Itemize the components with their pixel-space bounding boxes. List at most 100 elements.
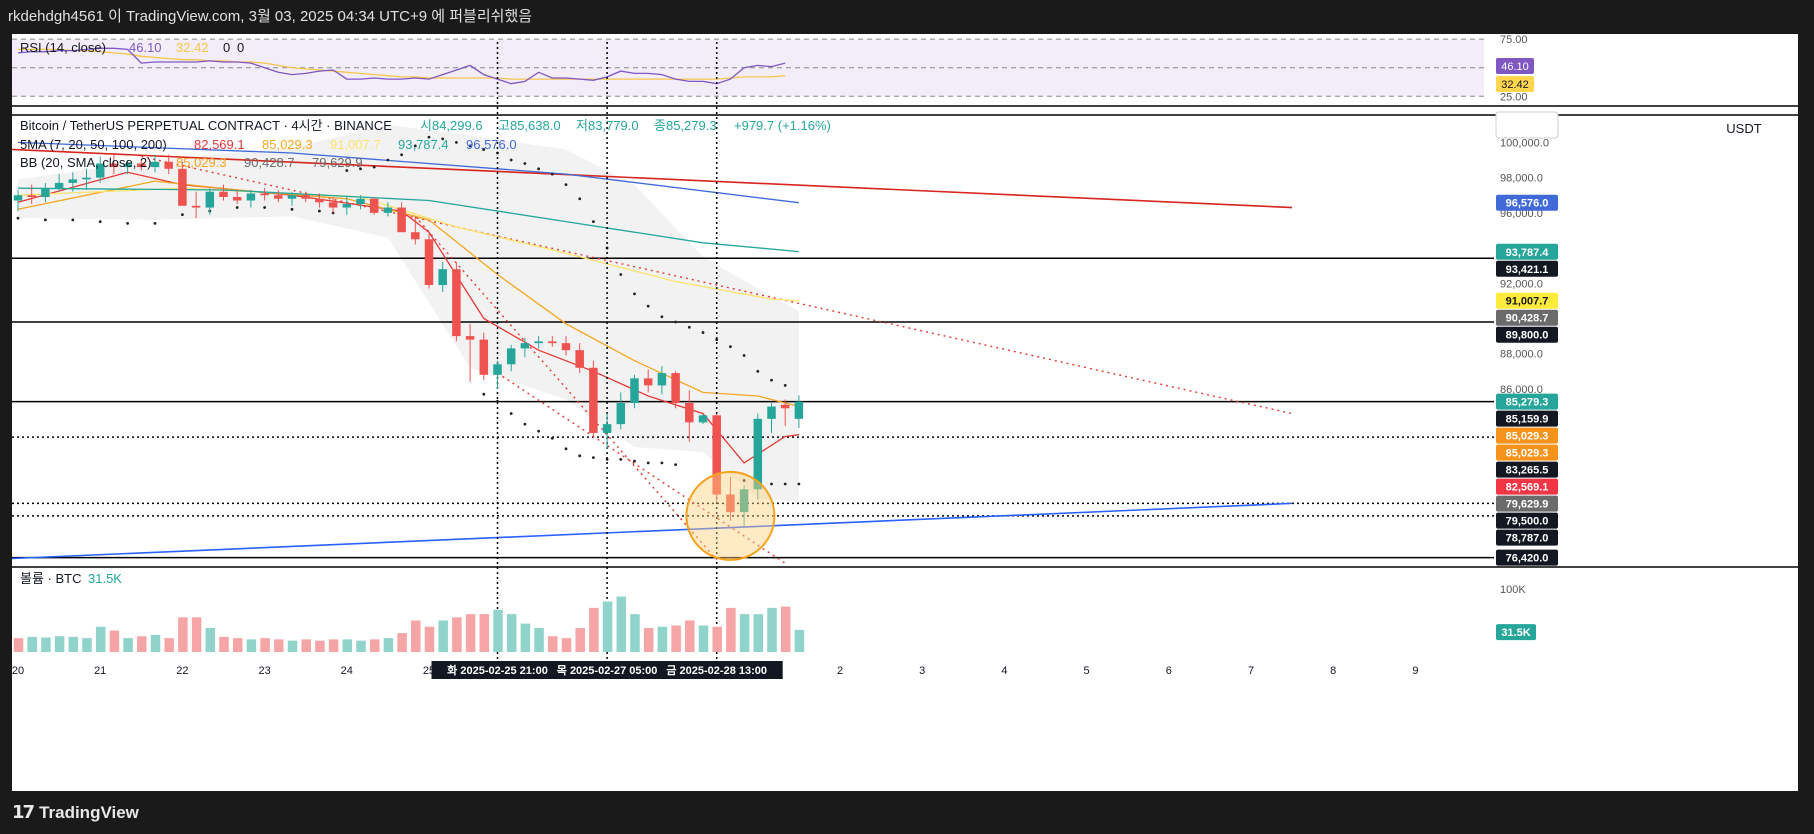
candle-body bbox=[342, 204, 352, 208]
parabolic-sar-dot bbox=[372, 165, 376, 169]
candle-body bbox=[548, 341, 557, 344]
parabolic-sar-dot bbox=[619, 273, 623, 276]
rsi-badge bbox=[1496, 58, 1534, 74]
parabolic-sar-dot bbox=[509, 158, 513, 162]
currency-label[interactable]: USDT bbox=[1726, 121, 1761, 136]
candle-body bbox=[561, 343, 571, 351]
price-badge-label: 79,629.9 bbox=[1506, 499, 1549, 511]
rsi-legend-value: 0 bbox=[237, 40, 244, 55]
candle-body bbox=[205, 191, 215, 208]
highlight-circle bbox=[685, 470, 776, 561]
parabolic-sar-dot bbox=[263, 206, 266, 209]
candle-body bbox=[356, 198, 365, 205]
ma-legend-value: 85,029.3 bbox=[262, 137, 313, 152]
parabolic-sar-dot bbox=[729, 345, 732, 349]
volume-bar bbox=[191, 617, 202, 652]
time-axis: 20 21 22 23 24 25 2 3 4 5 6 7 8 9화 2025-02-25 21:00 목 … bbox=[12, 661, 1418, 679]
parabolic-sar-dot bbox=[509, 412, 513, 415]
volume-bar bbox=[411, 620, 421, 652]
bollinger-band-fill bbox=[18, 124, 799, 502]
volume-bar bbox=[95, 626, 106, 652]
price-badge-label: 93,421.1 bbox=[1506, 264, 1549, 276]
rsi-legend-value: 46.10 bbox=[129, 40, 162, 55]
volume-bar bbox=[520, 623, 531, 652]
price-axis-tick: 88,000.0 bbox=[1500, 349, 1543, 361]
parabolic-sar-dot bbox=[482, 148, 486, 151]
footer-brand: TradingView bbox=[39, 803, 139, 822]
time-axis-label: 20 bbox=[12, 665, 24, 677]
price-badge bbox=[1496, 326, 1558, 343]
candle-body bbox=[164, 161, 173, 169]
volume-bar bbox=[232, 638, 243, 652]
parabolic-sar-dot bbox=[633, 292, 636, 296]
price-axis-tick: 92,000.0 bbox=[1500, 278, 1543, 290]
candle-body bbox=[493, 364, 502, 375]
price-badge-label: 82,569.1 bbox=[1506, 482, 1549, 494]
volume-bar bbox=[356, 640, 366, 652]
volume-bar bbox=[493, 609, 503, 652]
volume-bar bbox=[589, 607, 599, 652]
parabolic-sar-dot bbox=[482, 392, 486, 396]
volume-bar bbox=[575, 628, 585, 652]
parabolic-sar-dot bbox=[441, 137, 445, 141]
price-badge-label: 96,576.0 bbox=[1506, 198, 1549, 210]
price-badge-label: 91,007.7 bbox=[1506, 296, 1549, 308]
ma-legend-value: 96,576.0 bbox=[466, 137, 517, 152]
volume-badge bbox=[1496, 624, 1536, 641]
parabolic-sar-dot bbox=[578, 197, 582, 201]
parabolic-sar-dot bbox=[44, 218, 47, 222]
candle-body bbox=[794, 401, 804, 419]
price-badge-label: 85,029.3 bbox=[1506, 448, 1549, 460]
volume-bar bbox=[41, 637, 51, 652]
price-badge-label: 93,787.4 bbox=[1506, 247, 1550, 259]
volume-bar bbox=[424, 626, 435, 652]
candle-body bbox=[369, 198, 379, 213]
bb-legend-value: 79,629.9 bbox=[312, 155, 363, 170]
volume-bar bbox=[657, 626, 668, 652]
parabolic-sar-dot bbox=[674, 320, 677, 324]
parabolic-sar-dot bbox=[770, 482, 773, 486]
ma-legend-label: 5MA (7, 20, 50, 100, 200) bbox=[20, 137, 167, 152]
parabolic-sar-dot bbox=[537, 167, 540, 171]
publish-header: rkdehdgh4561 이 TradingView.com, 3월 03, 2… bbox=[0, 0, 1814, 34]
price-panel: 100,000.0 98,000.0 96,000.0 92,000.0 88,000.… bbox=[0, 42, 1798, 660]
candle-body bbox=[123, 163, 132, 168]
candle-body bbox=[630, 378, 639, 404]
parabolic-sar-dot bbox=[427, 135, 431, 139]
candle-body bbox=[698, 415, 708, 423]
candle-body bbox=[602, 424, 612, 433]
tradingview-logo[interactable]: 17 TradingView bbox=[12, 791, 139, 834]
volume-bar bbox=[506, 614, 517, 652]
volume-axis-tick: 100K bbox=[1500, 584, 1526, 596]
volume-title: 볼륨 · BTC bbox=[20, 571, 81, 586]
parabolic-sar-dot bbox=[16, 216, 20, 220]
candle-body bbox=[191, 205, 201, 208]
volume-bar bbox=[739, 614, 750, 652]
price-axis-tick: 100,000.0 bbox=[1500, 137, 1549, 149]
volume-bar bbox=[397, 633, 407, 652]
volume-bar bbox=[561, 638, 572, 652]
parabolic-sar-dot bbox=[550, 436, 554, 440]
time-marker-label: 화 2025-02-25 21:00 bbox=[447, 663, 548, 677]
price-badge bbox=[1496, 260, 1558, 277]
parabolic-sar-dot bbox=[71, 218, 75, 222]
volume-bar bbox=[27, 636, 37, 652]
parabolic-sar-dot bbox=[496, 399, 499, 403]
volume-bar bbox=[164, 638, 174, 652]
price-badge-label: 89,800.0 bbox=[1506, 330, 1549, 342]
parabolic-sar-dot bbox=[756, 369, 760, 373]
time-axis-label: 22 bbox=[176, 665, 188, 677]
volume-bar bbox=[287, 640, 298, 652]
candle-body bbox=[767, 406, 776, 419]
price-badge bbox=[1496, 495, 1558, 512]
rsi-level-label: 25.00 bbox=[1500, 91, 1528, 103]
candle-body bbox=[287, 195, 297, 199]
parabolic-sar-dot bbox=[413, 144, 417, 148]
candle-body bbox=[534, 341, 543, 344]
time-axis-label: 23 bbox=[258, 665, 270, 677]
rsi-legend-value: 32.42 bbox=[176, 40, 209, 55]
time-axis-label: 6 bbox=[1166, 665, 1172, 677]
price-badge bbox=[1496, 194, 1558, 211]
